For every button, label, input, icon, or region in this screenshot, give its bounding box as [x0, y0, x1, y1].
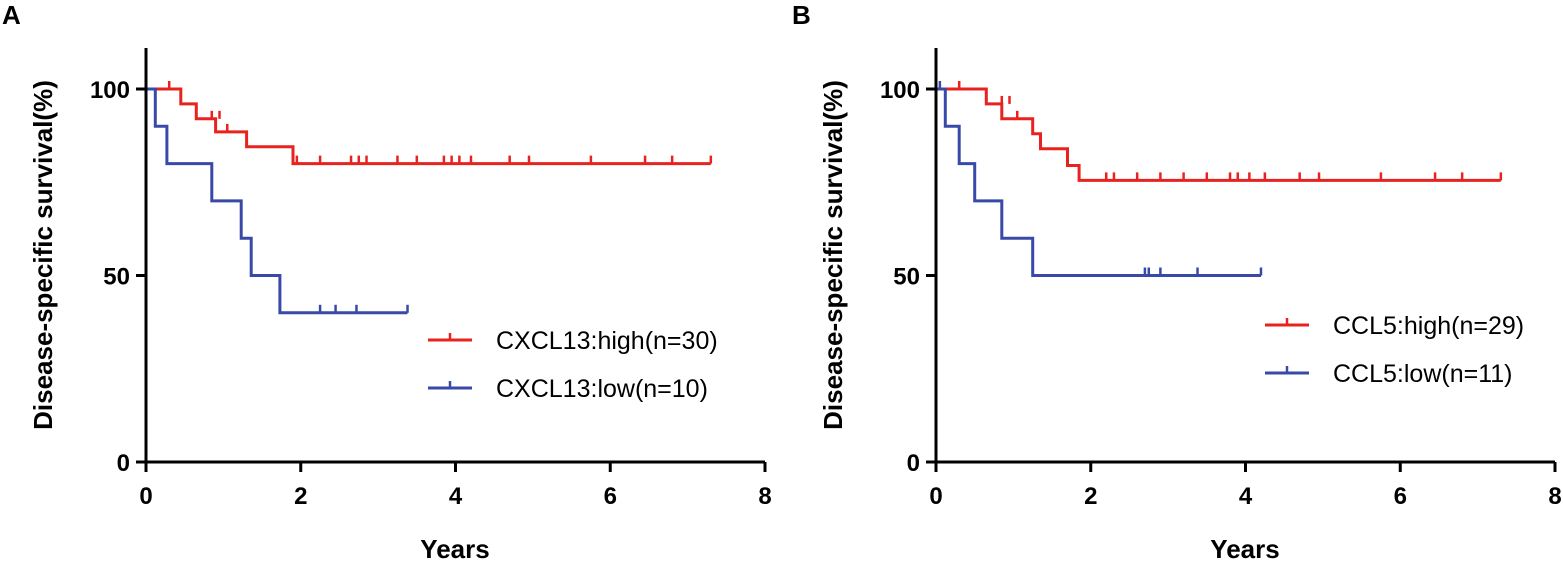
panel-b-label: B [792, 0, 811, 30]
panel-b-ticks: 0 2 4 6 8 0 50 100 [880, 77, 1562, 510]
legend-label-cxcl13-low: CXCL13:low(n=10) [496, 375, 708, 403]
panel-a-y-tick-label: 50 [103, 264, 130, 291]
legend-label-cxcl13-high: CXCL13:high(n=30) [496, 327, 718, 355]
panel-b-y-tick-label: 0 [907, 450, 920, 477]
panel-a-y-tick-label: 100 [90, 77, 130, 104]
panel-b-series-0-curve [936, 87, 1501, 182]
panel-a-series [146, 81, 713, 315]
panel-a-x-tick-label: 0 [139, 483, 152, 510]
panel-b-legend: CCL5:high(n=29) CCL5:low(n=11) [1265, 312, 1524, 388]
panel-b-series [936, 81, 1503, 277]
panel-a-series-1-curve [146, 87, 408, 315]
panel-b-y-tick-label: 100 [880, 77, 920, 104]
panel-b-y-tick-label: 50 [893, 264, 920, 291]
panel-a-y-axis-title: Disease-specific survival(%) [28, 80, 58, 430]
panel-a-x-axis-title: Years [420, 534, 489, 563]
panel-a-x-tick-label: 8 [758, 483, 771, 510]
panel-a-y-tick-label: 0 [117, 450, 130, 477]
panel-a: A Disease-specific survival(%) Years 0 2 4… [2, 0, 772, 563]
panel-b-x-tick-label: 0 [929, 483, 942, 510]
panel-a-label: A [2, 0, 21, 30]
panel-b-x-tick-label: 4 [1239, 483, 1253, 510]
panel-b-x-tick-label: 8 [1548, 483, 1561, 510]
panel-a-ticks: 0 2 4 6 8 0 50 100 [90, 77, 772, 510]
panel-a-x-tick-label: 6 [604, 483, 617, 510]
panel-b-x-axis-title: Years [1210, 534, 1279, 563]
panel-b-x-tick-label: 2 [1084, 483, 1097, 510]
panel-b-series-1-curve [936, 87, 1261, 277]
panel-b: B Disease-specific survival(%) Years 0 2 4… [792, 0, 1562, 563]
panel-a-legend: CXCL13:high(n=30) CXCL13:low(n=10) [428, 327, 718, 403]
panel-a-x-tick-label: 4 [449, 483, 463, 510]
panel-b-y-axis-title: Disease-specific survival(%) [818, 80, 848, 430]
panel-a-x-tick-label: 2 [294, 483, 307, 510]
legend-label-ccl5-low: CCL5:low(n=11) [1333, 360, 1512, 388]
panel-b-x-tick-label: 6 [1394, 483, 1407, 510]
panel-a-series-0-curve [146, 87, 711, 166]
legend-label-ccl5-high: CCL5:high(n=29) [1333, 312, 1524, 340]
